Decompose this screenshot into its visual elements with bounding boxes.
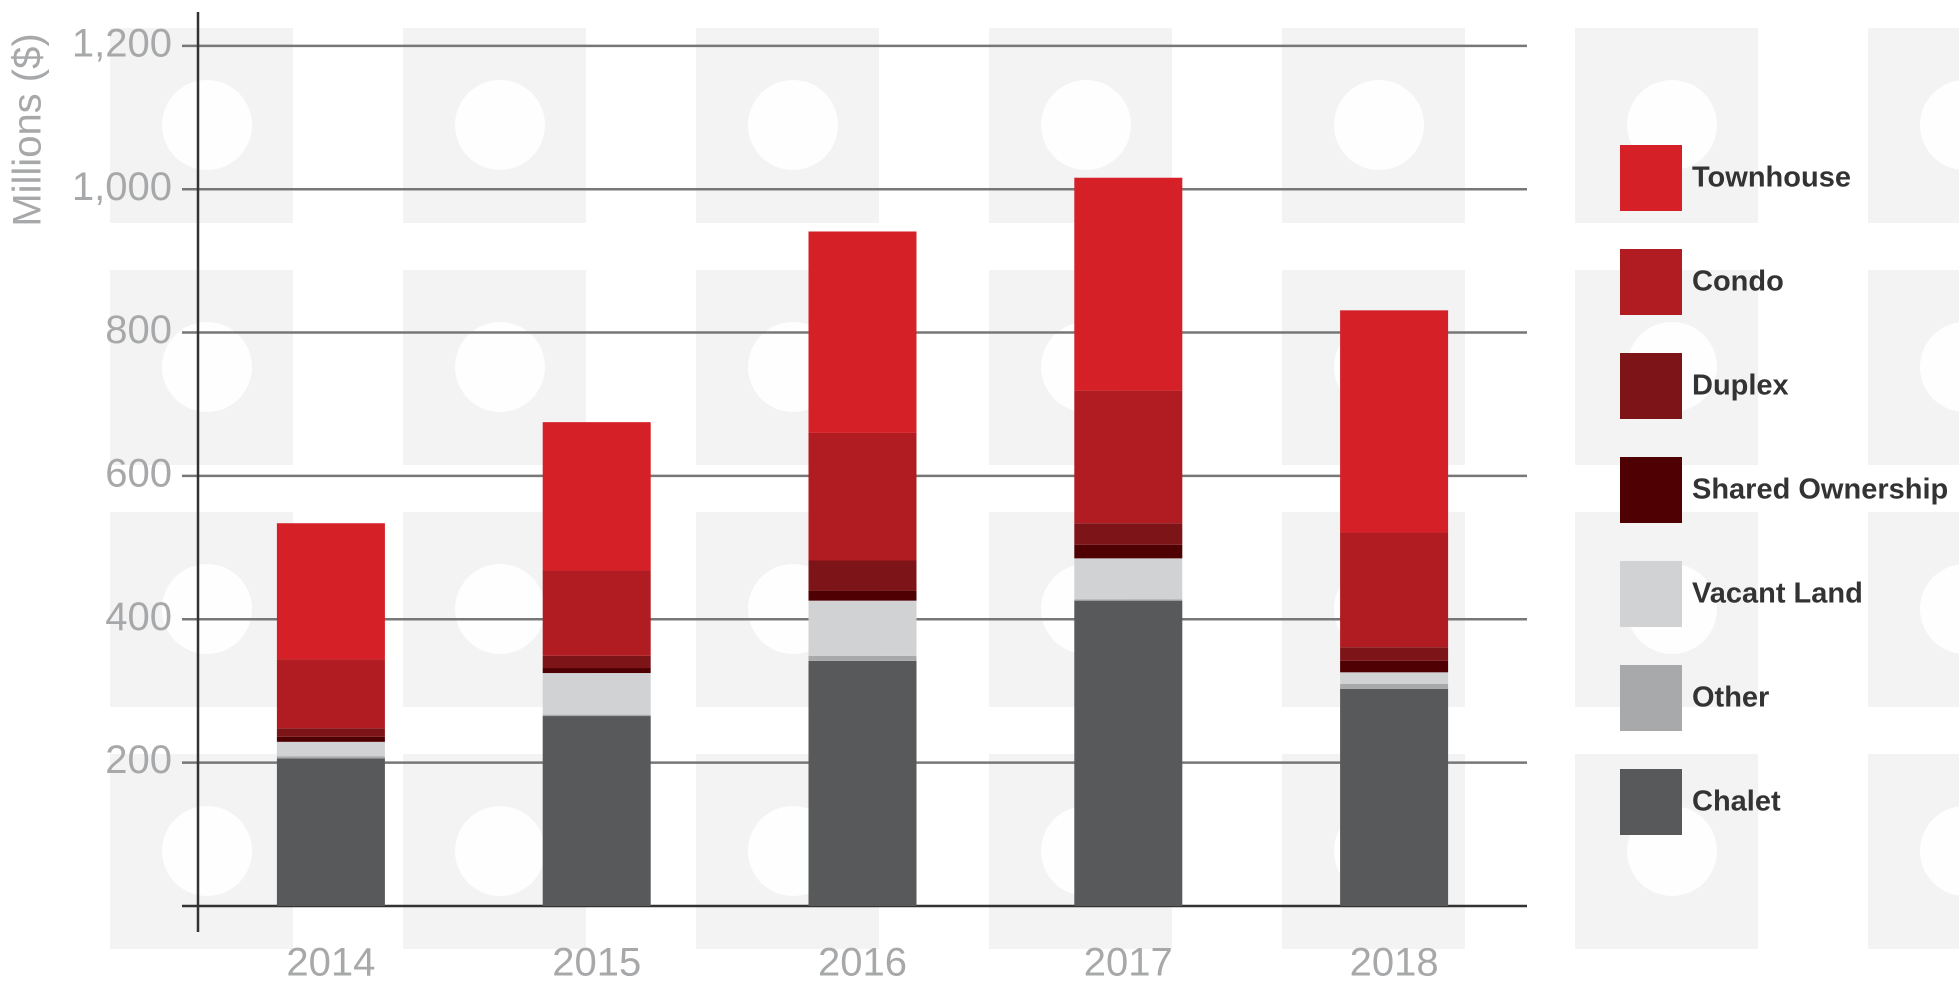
- x-tick-label: 2016: [818, 941, 907, 982]
- bar-segment: [1340, 532, 1449, 648]
- legend-label: Vacant Land: [1692, 578, 1863, 610]
- bar-segment: [542, 655, 651, 669]
- bar-segment: [808, 660, 917, 906]
- y-tick-label: 600: [105, 451, 172, 495]
- bar-segment: [276, 758, 385, 906]
- legend-label: Duplex: [1692, 370, 1789, 402]
- bar-segment: [276, 523, 385, 660]
- legend-label: Chalet: [1692, 786, 1781, 818]
- y-tick-label: 400: [105, 595, 172, 639]
- bar-segment: [542, 714, 651, 717]
- bar-segment: [808, 655, 917, 661]
- x-tick-label: 2017: [1084, 941, 1173, 982]
- bar-segment: [1074, 523, 1183, 545]
- bar-segment: [276, 659, 385, 729]
- x-tick-label: 2018: [1350, 941, 1439, 982]
- legend-swatch: [1620, 561, 1682, 627]
- legend-swatch: [1620, 145, 1682, 211]
- bar-segment: [276, 736, 385, 742]
- bar-segment: [1340, 683, 1449, 689]
- y-axis-label: Millions ($): [6, 33, 50, 226]
- legend-swatch: [1620, 457, 1682, 523]
- bar-segment: [1340, 647, 1449, 661]
- bar-segment: [276, 741, 385, 757]
- bar-segment: [808, 590, 917, 601]
- bar-segment: [276, 728, 385, 737]
- legend-label: Shared Ownership: [1692, 474, 1948, 506]
- legend-swatch: [1620, 769, 1682, 835]
- y-tick-label: 200: [105, 738, 172, 782]
- bar-segment: [1074, 177, 1183, 391]
- bar-segment: [1340, 310, 1449, 533]
- bar-segment: [1340, 672, 1449, 684]
- x-tick-label: 2014: [286, 941, 375, 982]
- legend-swatch: [1620, 249, 1682, 315]
- bar-segment: [808, 600, 917, 656]
- bar-segment: [1074, 558, 1183, 600]
- bar-segment: [1074, 599, 1183, 601]
- bar-segment: [808, 560, 917, 591]
- bar-segment: [542, 570, 651, 656]
- bar-segment: [542, 673, 651, 715]
- bar-segment: [1340, 660, 1449, 673]
- legend-label: Other: [1692, 682, 1769, 714]
- y-tick-label: 1,000: [72, 165, 172, 209]
- bar-segment: [1340, 688, 1449, 906]
- bar-segment: [808, 231, 917, 433]
- bar-segment: [542, 716, 651, 906]
- bar-segment: [1074, 600, 1183, 906]
- bar-segment: [542, 668, 651, 674]
- bar-segment: [808, 432, 917, 561]
- legend-label: Townhouse: [1692, 162, 1851, 194]
- y-tick-label: 800: [105, 308, 172, 352]
- legend-swatch: [1620, 353, 1682, 419]
- bar-segment: [276, 756, 385, 759]
- y-tick-label: 1,200: [72, 21, 172, 65]
- bar-segment: [1074, 390, 1183, 524]
- bar-segment: [542, 422, 651, 571]
- bar-segment: [1074, 544, 1183, 559]
- x-tick-label: 2015: [552, 941, 641, 982]
- legend-label: Condo: [1692, 266, 1784, 298]
- legend-swatch: [1620, 665, 1682, 731]
